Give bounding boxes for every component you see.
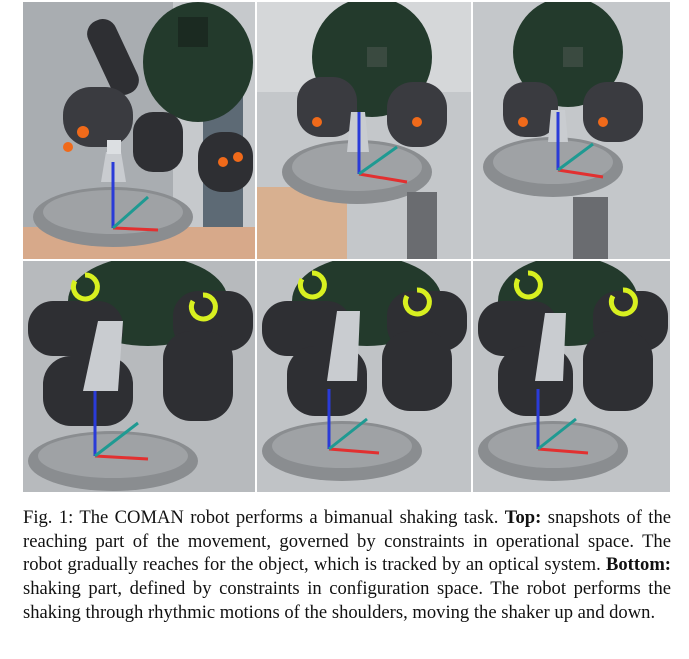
figure-image-grid bbox=[23, 2, 670, 492]
top-snapshot-1 bbox=[23, 2, 255, 259]
caption-top-text: snapshots of the reaching part of the mo… bbox=[23, 507, 672, 576]
caption-top-label: Top: bbox=[504, 507, 542, 528]
top-snapshot-3 bbox=[473, 2, 670, 259]
figure-caption: Fig. 1: The COMAN robot performs a biman… bbox=[23, 506, 671, 625]
caption-label: Fig. 1: The COMAN robot performs a biman… bbox=[23, 507, 499, 528]
caption-bottom-text: shaking part, defined by constraints in … bbox=[23, 578, 671, 623]
bottom-snapshot-2 bbox=[257, 261, 471, 492]
bottom-snapshot-3 bbox=[473, 261, 670, 492]
bottom-snapshot-1 bbox=[23, 261, 255, 492]
caption-bottom-label: Bottom: bbox=[605, 554, 671, 576]
top-snapshot-2 bbox=[257, 2, 471, 259]
